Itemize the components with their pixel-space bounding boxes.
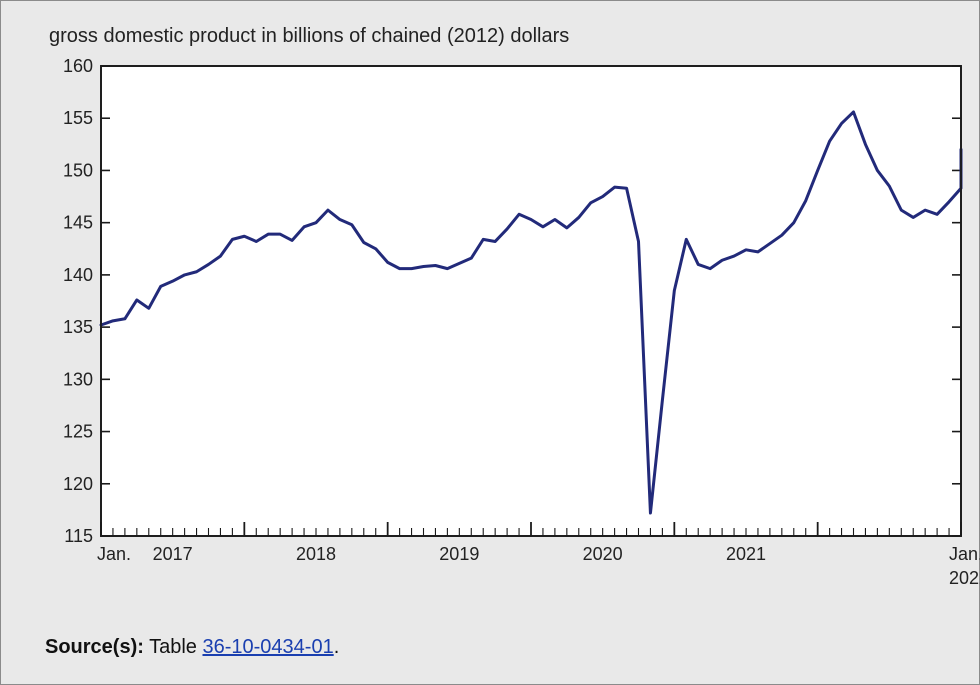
chart-title: gross domestic product in billions of ch… <box>49 25 949 48</box>
svg-text:125: 125 <box>63 422 93 442</box>
plot-area: 115 120 125 130 135 140 145 150 155 160 Jan. 2017 20… <box>49 56 949 608</box>
svg-text:155: 155 <box>63 108 93 128</box>
svg-text:145: 145 <box>63 213 93 233</box>
chart-container: gross domestic product in billions of ch… <box>0 0 980 685</box>
line-chart-svg: 115 120 125 130 135 140 145 150 155 160 Jan. 2017 20… <box>49 56 980 608</box>
svg-text:2021: 2021 <box>726 544 766 564</box>
svg-text:140: 140 <box>63 265 93 285</box>
svg-text:160: 160 <box>63 56 93 76</box>
svg-text:135: 135 <box>63 317 93 337</box>
svg-text:2018: 2018 <box>296 544 336 564</box>
source-suffix: . <box>334 636 340 658</box>
svg-text:130: 130 <box>63 369 93 389</box>
svg-text:Jan.: Jan. <box>949 544 980 564</box>
source-label: Source(s): <box>45 636 144 658</box>
svg-text:150: 150 <box>63 160 93 180</box>
source-line: Source(s): Table 36-10-0434-01. <box>45 636 949 659</box>
svg-text:2017: 2017 <box>153 544 193 564</box>
source-link[interactable]: 36-10-0434-01 <box>202 636 333 658</box>
svg-text:2019: 2019 <box>439 544 479 564</box>
svg-text:Jan.: Jan. <box>97 544 131 564</box>
svg-text:120: 120 <box>63 474 93 494</box>
svg-text:2022: 2022 <box>949 568 980 588</box>
svg-text:115: 115 <box>64 526 93 546</box>
source-prefix: Table <box>144 636 203 658</box>
svg-text:2020: 2020 <box>583 544 623 564</box>
